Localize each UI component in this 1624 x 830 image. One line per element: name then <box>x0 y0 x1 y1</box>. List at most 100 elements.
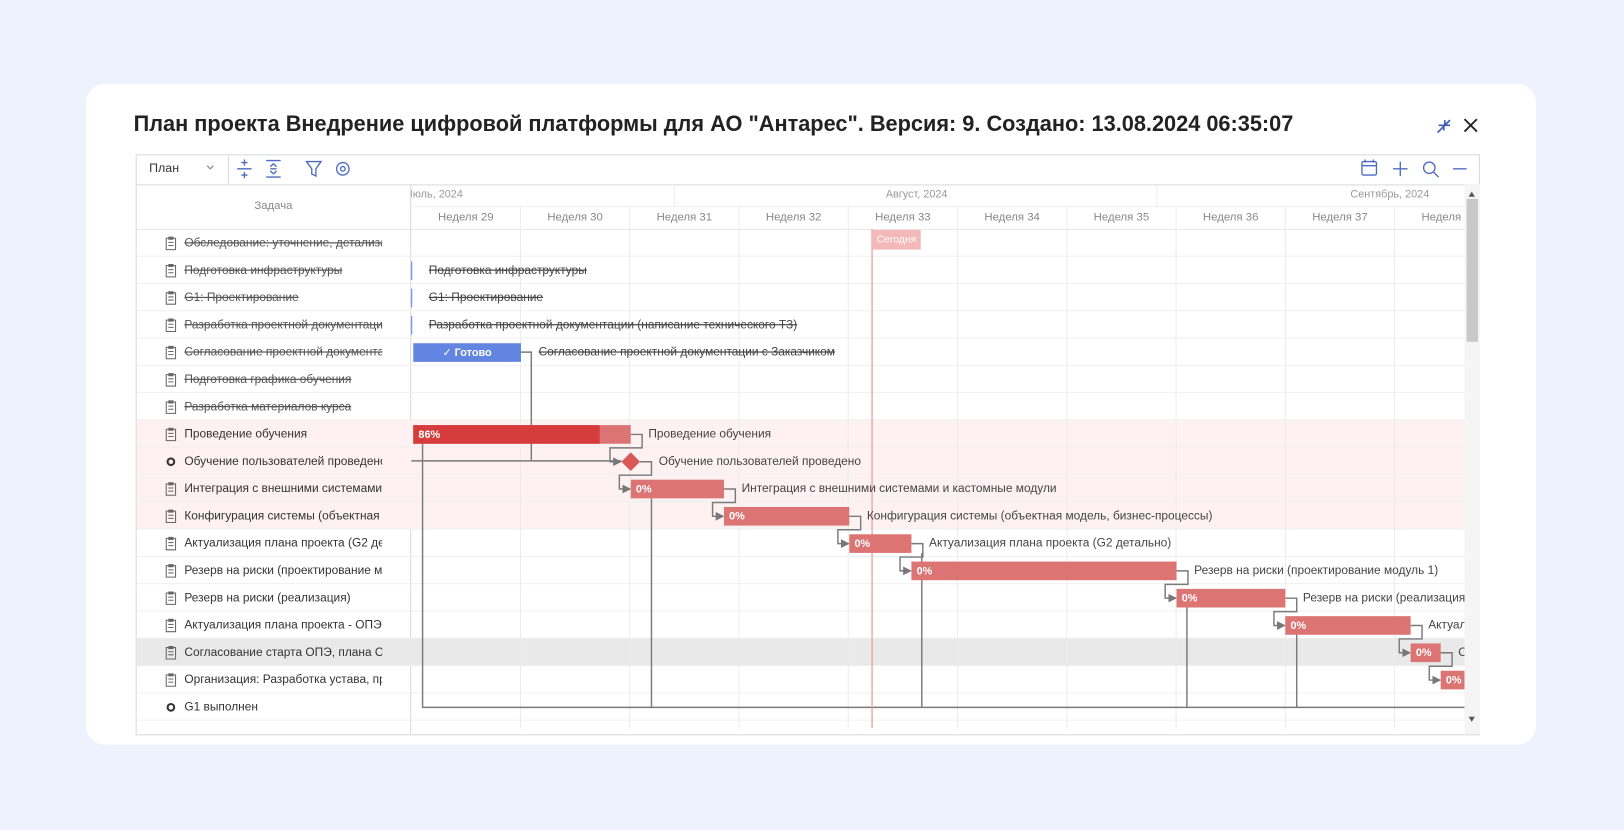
today-badge <box>872 229 921 250</box>
bar-label: G1: Проектирование <box>429 290 544 304</box>
bar-badge: 0% <box>1182 593 1198 605</box>
task-name: Резерв на риски (проектирование мод <box>184 563 395 577</box>
milestone-icon <box>166 702 176 712</box>
task-bar <box>411 261 413 281</box>
bar-label: Актуализация плана проекта (G2 детально) <box>929 536 1171 550</box>
week-label: Неделя 35 <box>1094 212 1149 224</box>
expand-rows-button[interactable] <box>266 159 281 178</box>
bar-badge: 0% <box>1290 620 1306 632</box>
task-icon <box>165 373 177 387</box>
week-label: Неделя 34 <box>984 212 1040 224</box>
dependency-line <box>1273 597 1298 630</box>
task-name: Обследование: уточнение, детализац <box>184 236 393 250</box>
task-icon <box>165 618 177 633</box>
task-name: Интеграция с внешними системами и <box>184 481 392 495</box>
task-name: Конфигурация системы (объектная мо <box>184 508 398 522</box>
task-bar <box>1410 643 1441 663</box>
dependency-line <box>1398 624 1423 658</box>
task-icon <box>165 291 177 305</box>
column-header: Задача <box>254 200 293 212</box>
week-label: Неделя 29 <box>438 212 494 224</box>
bar-label: Актуал <box>1428 618 1466 632</box>
month-label: Август, 2024 <box>886 189 948 201</box>
task-icon <box>165 509 177 524</box>
task-name: Резерв на риски (реализация) <box>184 590 350 604</box>
bar-badge: 0% <box>1446 674 1462 686</box>
bar-badge: 0% <box>917 565 933 577</box>
row-highlight <box>136 447 1465 475</box>
task-name: Обучение пользователей проведено <box>184 454 387 468</box>
task-bar <box>723 506 850 526</box>
bar-label: Обучение пользователей проведено <box>659 454 862 468</box>
calendar-button[interactable] <box>1361 159 1378 176</box>
view-select[interactable]: План <box>149 161 214 175</box>
view-select-value[interactable]: План <box>149 161 179 175</box>
bar-label: Проведение обучения <box>648 427 771 441</box>
task-bar <box>1285 616 1411 635</box>
task-bar <box>413 343 521 362</box>
task-name: Разработка материалов курса <box>184 399 351 413</box>
task-name: Согласование проектной документац <box>184 345 391 359</box>
close-button[interactable] <box>1463 118 1478 133</box>
task-icon <box>165 345 177 360</box>
add-button[interactable] <box>1393 161 1408 177</box>
week-label: Неделя 32 <box>766 212 822 224</box>
task-bar <box>630 479 724 499</box>
bar-badge: 86% <box>418 429 440 441</box>
dependency-line <box>618 460 653 494</box>
task-bar <box>411 288 413 308</box>
task-icon <box>165 263 177 278</box>
filter-button[interactable] <box>305 160 323 178</box>
dependency-line <box>609 433 643 467</box>
task-bar <box>411 315 413 335</box>
bar-badge: 0% <box>729 511 745 523</box>
task-bar <box>911 561 1177 581</box>
bar-badge: 0% <box>854 538 870 550</box>
bar-label: Резерв на риски (реализация <box>1303 590 1465 604</box>
bar-label: Резерв на риски (проектирование модуль 1… <box>1194 563 1438 577</box>
task-name: Проведение обучения <box>184 427 307 441</box>
settings-button[interactable] <box>335 161 350 176</box>
zoom-button[interactable] <box>1422 161 1440 178</box>
task-name: Согласование старта ОПЭ, плана ОПЭ <box>184 645 401 659</box>
task-icon <box>165 536 177 551</box>
task-icon <box>165 673 177 687</box>
task-icon <box>165 482 177 496</box>
dependency-line <box>899 542 924 576</box>
bar-label: Подготовка инфраструктуры <box>429 263 587 277</box>
task-name: G1: Проектирование <box>184 290 299 304</box>
collapse-rows-button[interactable] <box>237 159 252 179</box>
task-bar <box>849 534 912 553</box>
dialog-title: План проекта Внедрение цифровой платформ… <box>134 111 1294 136</box>
task-name: G1 выполнен <box>184 699 258 713</box>
row-highlight <box>136 419 1465 448</box>
dependency-line <box>1164 570 1189 603</box>
dependency-line <box>1428 652 1453 685</box>
task-icon <box>165 427 177 442</box>
task-progress <box>413 425 600 444</box>
bar-badge: 0% <box>636 483 652 495</box>
dependency-line <box>837 515 862 548</box>
collapse-button[interactable] <box>1436 119 1451 134</box>
task-icon <box>165 564 177 578</box>
week-label: Неделя 31 <box>657 212 712 224</box>
task-icon <box>165 646 177 660</box>
bar-badge: 0% <box>1416 647 1432 659</box>
task-icon <box>165 318 177 332</box>
today-label: Сегодня <box>877 235 917 246</box>
row-highlight <box>136 474 1465 502</box>
bar-label: С <box>1458 645 1467 659</box>
scrollbar-thumb[interactable] <box>1466 198 1478 342</box>
milestone <box>621 452 641 472</box>
dependency-line <box>711 488 737 521</box>
dependency-line <box>421 434 1465 709</box>
bar-label: Согласование проектной документации с За… <box>539 345 835 359</box>
task-icon <box>165 591 177 605</box>
week-label: Неделя 36 <box>1203 212 1259 224</box>
week-label: Неделя 37 <box>1312 212 1368 224</box>
week-label: Неделя 30 <box>547 212 603 224</box>
task-name: Разработка проектной документации <box>184 317 389 331</box>
bar-badge: ✓ Готово <box>443 347 492 359</box>
